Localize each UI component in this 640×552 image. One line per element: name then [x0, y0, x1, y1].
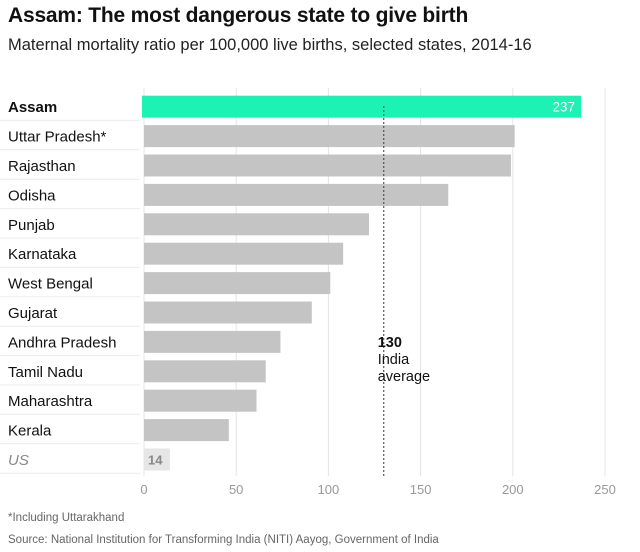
x-tick-label: 50 [229, 482, 243, 497]
category-label: Kerala [8, 423, 52, 440]
data-label: 14 [148, 453, 163, 468]
footnote: *Including Uttarakhand [8, 512, 125, 524]
category-label: Maharashtra [8, 393, 93, 410]
category-label: Punjab [8, 217, 55, 234]
data-label: 237 [552, 100, 575, 115]
bar [144, 154, 511, 177]
bar [144, 213, 369, 236]
category-label: Uttar Pradesh* [8, 129, 107, 146]
reference-value-label: 130 [378, 335, 402, 351]
category-label: Tamil Nadu [8, 364, 83, 381]
bar [144, 125, 515, 148]
reference-label-line2: average [378, 369, 430, 385]
bar [144, 272, 331, 295]
category-label: Odisha [8, 187, 56, 204]
bar-chart: Assam 237 Uttar Pradesh* Rajasthan Odisha Pun… [0, 88, 616, 497]
bar [142, 95, 582, 118]
x-tick-label: 0 [140, 482, 147, 497]
bar [144, 419, 229, 442]
category-label: Andhra Pradesh [8, 334, 116, 351]
category-label: US [8, 452, 29, 469]
bar [144, 360, 266, 383]
x-tick-label: 250 [594, 482, 616, 497]
chart-title: Assam: The most dangerous state to give … [8, 4, 469, 27]
bar [144, 183, 449, 206]
category-label: West Bengal [8, 276, 93, 293]
x-tick-label: 200 [502, 482, 524, 497]
source-note: Source: National Institution for Transfo… [8, 534, 439, 546]
category-label: Karnataka [8, 246, 77, 263]
reference-label-line1: India [378, 352, 410, 368]
chart-subtitle: Maternal mortality ratio per 100,000 liv… [8, 36, 532, 54]
bar [144, 242, 344, 265]
category-label: Gujarat [8, 305, 58, 322]
bar [144, 448, 170, 471]
bar [144, 389, 257, 412]
x-tick-label: 100 [318, 482, 340, 497]
category-label: Assam [8, 99, 57, 116]
bar [144, 301, 312, 324]
x-tick-label: 150 [410, 482, 432, 497]
bar [144, 330, 281, 353]
category-label: Rajasthan [8, 158, 76, 175]
